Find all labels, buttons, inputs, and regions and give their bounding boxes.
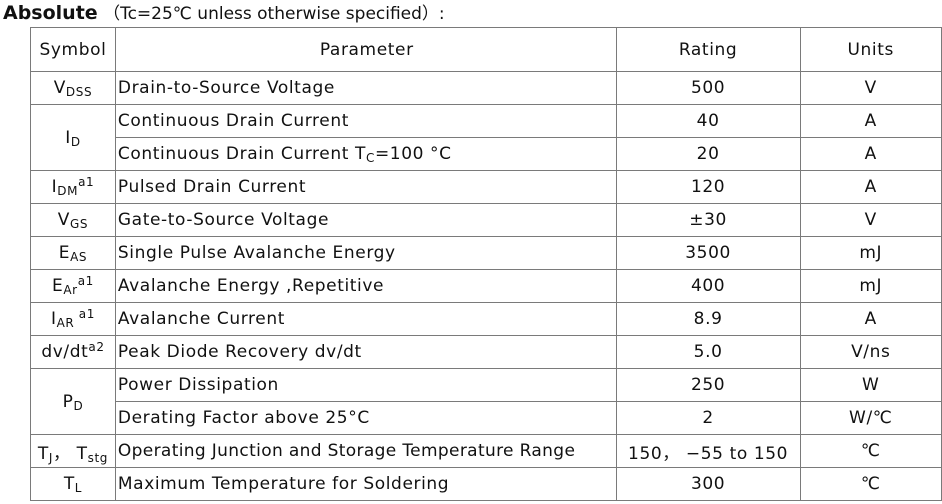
units-cell: W/℃ [799,401,942,435]
table-row: Continuous Drain Current TC=100 °C 20 A [31,137,942,171]
table-row: IAR a1 Avalanche Current 8.9 A [30,302,942,336]
units-cell: ℃ [799,434,942,468]
heading-title: Absolute [3,2,98,24]
parameter-cell: Operating Junction and Storage Temperatu… [114,434,617,468]
section-heading: Absolute （Tc=25℃ unless otherwise specif… [3,0,445,26]
rating-cell: 120 [615,170,801,204]
symbol-cell: IAR a1 [30,302,116,336]
symbol-cell: VGS [30,203,116,237]
absolute-ratings-table: Symbol Parameter Rating Units VDSS Drain… [30,27,942,501]
parameter-cell: Power Dissipation [114,368,617,402]
table-row: VGS Gate-to-Source Voltage ±30 V [30,203,942,237]
table-row: ID Continuous Drain Current 40 A [30,104,942,171]
rating-cell: 8.9 [615,302,801,336]
header-parameter: Parameter [114,27,617,72]
header-units: Units [799,27,942,72]
units-cell: V/ns [799,335,942,369]
units-cell: ℃ [799,467,942,501]
symbol-cell: ID [30,104,116,171]
parameter-cell: Avalanche Energy ,Repetitive [114,269,617,303]
heading-note: （Tc=25℃ unless otherwise specified）: [103,4,445,24]
table-row: PD Power Dissipation 250 W [30,368,942,435]
rating-cell: 150， −55 to 150 [615,434,801,468]
header-symbol: Symbol [30,27,116,72]
parameter-cell: Continuous Drain Current [114,104,617,138]
rating-cell: 40 [615,104,801,138]
symbol-cell: TL [30,467,116,501]
table-row: TJ， Tstg Operating Junction and Storage … [30,434,942,468]
parameter-cell: Continuous Drain Current TC=100 °C [114,137,617,171]
rating-cell: 20 [615,137,801,171]
rating-cell: 250 [615,368,801,402]
parameter-cell: Gate-to-Source Voltage [114,203,617,237]
parameter-cell: Derating Factor above 25°C [114,401,617,435]
table-header-row: Symbol Parameter Rating Units [30,27,942,72]
units-cell: mJ [799,269,942,303]
symbol-cell: EAS [30,236,116,270]
table-row: TL Maximum Temperature for Soldering 300… [30,467,942,501]
symbol-cell: PD [30,368,116,435]
rating-cell: ±30 [615,203,801,237]
parameter-cell: Single Pulse Avalanche Energy [114,236,617,270]
table-row: EAra1 Avalanche Energy ,Repetitive 400 m… [30,269,942,303]
rating-cell: 5.0 [615,335,801,369]
table-row: IDMa1 Pulsed Drain Current 120 A [30,170,942,204]
units-cell: mJ [799,236,942,270]
units-cell: W [799,368,942,402]
table-row: dv/dta2 Peak Diode Recovery dv/dt 5.0 V/… [30,335,942,369]
rating-cell: 300 [615,467,801,501]
symbol-cell: EAra1 [30,269,116,303]
units-cell: A [799,302,942,336]
symbol-cell: dv/dta2 [30,335,116,369]
rating-cell: 500 [615,71,801,105]
parameter-cell: Peak Diode Recovery dv/dt [114,335,617,369]
units-cell: A [799,137,942,171]
symbol-cell: VDSS [30,71,116,105]
parameter-cell: Drain-to-Source Voltage [114,71,617,105]
parameter-cell: Avalanche Current [114,302,617,336]
units-cell: A [799,170,942,204]
units-cell: V [799,203,942,237]
rating-cell: 2 [615,401,801,435]
symbol-cell: IDMa1 [30,170,116,204]
table-row: VDSS Drain-to-Source Voltage 500 V [30,71,942,105]
parameter-cell: Maximum Temperature for Soldering [114,467,617,501]
table-row: Derating Factor above 25°C 2 W/℃ [31,401,942,435]
table-row: EAS Single Pulse Avalanche Energy 3500 m… [30,236,942,270]
units-cell: A [799,104,942,138]
header-rating: Rating [615,27,801,72]
rating-cell: 3500 [615,236,801,270]
parameter-cell: Pulsed Drain Current [114,170,617,204]
rating-cell: 400 [615,269,801,303]
units-cell: V [799,71,942,105]
symbol-cell: TJ， Tstg [30,434,116,468]
